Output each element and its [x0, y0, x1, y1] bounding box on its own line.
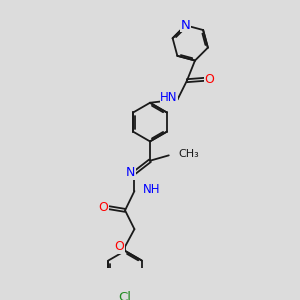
- Text: O: O: [99, 201, 109, 214]
- Text: HN: HN: [160, 91, 178, 104]
- Text: NH: NH: [143, 183, 160, 196]
- Text: Cl: Cl: [118, 291, 131, 300]
- Text: O: O: [204, 73, 214, 86]
- Text: N: N: [126, 166, 135, 179]
- Text: CH₃: CH₃: [178, 149, 199, 159]
- Text: O: O: [115, 240, 124, 253]
- Text: N: N: [181, 19, 190, 32]
